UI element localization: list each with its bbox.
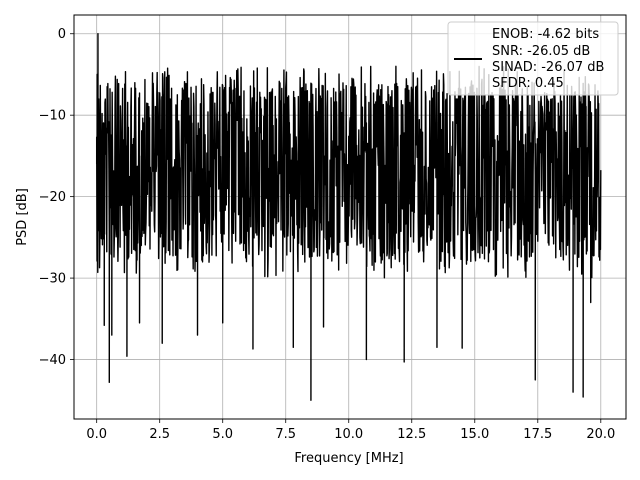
- legend: ENOB: -4.62 bits SNR: -26.05 dB SINAD: -…: [447, 21, 619, 96]
- legend-sfdr: SFDR: 0.45: [492, 76, 564, 91]
- y-axis-label: PSD [dB]: [15, 188, 30, 246]
- y-tick-label: −20: [39, 190, 66, 205]
- x-tick-label: 2.5: [149, 427, 170, 442]
- y-tick-label: −40: [39, 353, 66, 368]
- x-axis-label: Frequency [MHz]: [294, 451, 403, 466]
- y-tick-label: 0: [58, 27, 66, 42]
- plot-frame: [73, 14, 627, 420]
- y-tick-label: −10: [39, 109, 66, 124]
- x-tick-label: 17.5: [523, 427, 552, 442]
- ticks: 0.0 2.5 5.0 7.5 10.0 12.5 15.0 17.5 20.0 0 −10 −20 −…: [39, 27, 616, 442]
- x-tick-label: 10.0: [334, 427, 363, 442]
- x-tick-label: 15.0: [460, 427, 489, 442]
- legend-box: [447, 21, 619, 96]
- x-tick-label: 5.0: [212, 427, 233, 442]
- x-tick-label: 0.0: [86, 427, 107, 442]
- legend-sinad: SINAD: -26.07 dB: [492, 60, 604, 75]
- x-tick-label: 12.5: [397, 427, 426, 442]
- x-tick-label: 20.0: [586, 427, 615, 442]
- x-tick-label: 7.5: [275, 427, 296, 442]
- legend-snr: SNR: -26.05 dB: [492, 44, 590, 59]
- legend-enob: ENOB: -4.62 bits: [492, 27, 599, 42]
- y-tick-label: −30: [39, 272, 66, 287]
